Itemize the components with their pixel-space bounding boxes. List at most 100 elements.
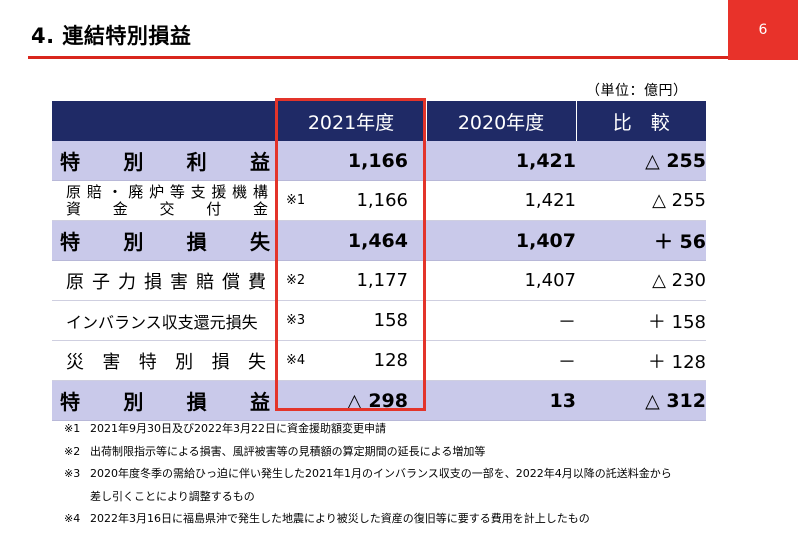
footnote-mark: ※1 — [64, 422, 81, 435]
footnote-ref: ※4 — [286, 353, 306, 368]
row-label-cell: 特別損益 — [52, 380, 276, 421]
value-2020: 1,407 — [426, 260, 576, 301]
value-2021-cell: ※1 1,166 — [276, 180, 426, 221]
row-label-char: 失 — [247, 351, 266, 373]
row-label-char: 特 — [60, 150, 80, 174]
unit-label: （単位：億円） — [586, 83, 688, 99]
row-label-char: 失 — [249, 230, 270, 254]
table-row: インバランス収支還元損失 ※3 158 －＋ 158 — [52, 300, 706, 341]
value-comparison: △ 230 — [576, 260, 706, 301]
value-comparison: △ 312 — [576, 380, 706, 421]
row-label-char: 金 — [252, 199, 268, 218]
value-2021-cell: 1,166 — [276, 141, 426, 181]
row-label-cell: 原子力損害賠償費 — [52, 260, 276, 301]
row-label-cell: 災害特別損失 — [52, 340, 276, 381]
row-label-char: 廃 — [128, 182, 144, 201]
value-2020: － — [426, 300, 576, 341]
row-label-cell: 特別利益 — [52, 141, 276, 181]
value-2020: 1,421 — [426, 180, 576, 221]
row-label-char: 費 — [248, 271, 266, 293]
value-2021: 158 — [373, 310, 408, 331]
row-label-char: 付 — [206, 199, 222, 218]
row-label-char: 等 — [169, 182, 185, 201]
row-label-char: 特 — [138, 351, 157, 373]
header-2021: 2021年度 — [276, 101, 427, 141]
value-2020: 13 — [426, 380, 576, 421]
value-2021: 1,166 — [356, 190, 408, 211]
page-title: 4. 連結特別損益 — [31, 24, 192, 48]
value-2021-cell: 1,464 — [276, 220, 426, 261]
table-row: 特 別 利 益 1,166 1,421 △ 255 — [52, 141, 706, 181]
value-2021: 1,464 — [347, 229, 408, 252]
row-label-char: 資 — [66, 199, 82, 218]
footnote-text: 出荷制限指示等による損害、風評被害等の見積額の算定期間の延長による増加等 — [90, 444, 486, 458]
header-2020: 2020年度 — [426, 101, 577, 141]
footnote-text: 2022年3月16日に福島県沖で発生した地震により被災した資産の復旧等に要する費… — [90, 512, 590, 525]
row-label-cell: 特別損失 — [52, 220, 276, 261]
row-label-char: 益 — [249, 150, 270, 174]
value-2021-cell: ※3 158 — [276, 300, 426, 341]
row-label-char: 益 — [249, 390, 270, 414]
footnote-ref: ※3 — [286, 313, 306, 328]
row-label-char: 損 — [144, 271, 162, 293]
row-label-char: 援 — [211, 182, 227, 201]
footnote-mark: ※2 — [64, 444, 81, 458]
value-comparison: △ 255 — [576, 141, 706, 181]
table-row: 原子力損害賠償費 ※2 1,177 1,407 △ 230 — [52, 260, 706, 301]
table-row: 災害特別損失 ※4 128 －＋ 128 — [52, 340, 706, 381]
row-label-char: 賠 — [196, 271, 214, 293]
row-label-cell: インバランス収支還元損失 — [52, 300, 276, 341]
footnote-ref: ※2 — [286, 273, 306, 288]
value-comparison: ＋ 158 — [576, 300, 706, 341]
footnote-text: 2021年9月30日及び2022年3月22日に資金援助額変更申請 — [90, 422, 386, 435]
footnote-item: ※1 2021年9月30日及び2022年3月22日に資金援助額変更申請 — [64, 418, 672, 441]
header-comparison: 比 較 — [576, 101, 706, 141]
header-blank-cell — [52, 101, 277, 141]
table-row: 特 別 損 益 △ 298 13 △ 312 — [52, 380, 706, 421]
value-2021: △ 298 — [347, 389, 408, 412]
value-2021: 128 — [373, 350, 408, 371]
value-2020: － — [426, 340, 576, 381]
footnote-item: ※2 出荷制限指示等による損害、風評被害等の見積額の算定期間の延長による増加等 — [64, 441, 672, 464]
row-label-char: 災 — [66, 351, 84, 373]
footnote-item: ※3 2020年度冬季の需給ひっ迫に伴い発生した2021年1月のインバランス収支の… — [64, 463, 672, 486]
row-label-char: 別 — [123, 390, 144, 414]
row-label-char: 損 — [186, 230, 207, 254]
row-label-char: 力 — [118, 271, 136, 293]
row-label-char: 害 — [102, 351, 121, 373]
value-2021-cell: △ 298 — [276, 380, 426, 421]
value-comparison: ＋ 56 — [576, 220, 706, 261]
row-label-char: 原 — [66, 271, 84, 293]
row-label-char: 損 — [186, 390, 207, 414]
row-label-char: 別 — [175, 351, 194, 373]
row-label-char: 損 — [211, 351, 230, 373]
row-label-char: 別 — [123, 230, 144, 254]
table-row: 特 別 損 失 1,464 1,407 ＋ 56 — [52, 220, 706, 261]
value-2020: 1,407 — [426, 220, 576, 261]
footnotes: ※1 2021年9月30日及び2022年3月22日に資金援助額変更申請 ※2 出荷制限… — [64, 418, 672, 531]
row-label-char: 賠 — [86, 182, 102, 201]
row-label-char: 特 — [60, 390, 80, 414]
footnote-item: ※4 2022年3月16日に福島県沖で発生した地震により被災した資産の復旧等に要す… — [64, 508, 672, 531]
footnote-ref: ※1 — [286, 193, 306, 208]
row-label-char: 機 — [232, 182, 248, 201]
value-2021-cell: ※2 1,177 — [276, 260, 426, 301]
value-2020: 1,421 — [426, 141, 576, 181]
row-label-char: 特 — [60, 230, 80, 254]
footnote-item: 差し引くことにより調整するもの — [64, 486, 672, 509]
row-label-char: 原 — [66, 182, 82, 201]
value-2021: 1,166 — [347, 149, 408, 172]
row-label: インバランス収支還元損失 — [66, 312, 258, 332]
title-underline — [28, 56, 728, 59]
table-row: 原賠・廃炉等支援機構資 金 交 付 金 ※1 1,166 1,421 △ 255 — [52, 180, 706, 221]
row-label-char: 償 — [222, 271, 240, 293]
table-header-row: 2021年度 2020年度 比 較 — [52, 101, 706, 141]
value-comparison: △ 255 — [576, 180, 706, 221]
row-label-char: 別 — [123, 150, 144, 174]
value-2021: 1,177 — [356, 270, 408, 291]
page-number: 6 — [758, 22, 768, 38]
footnote-text: 差し引くことにより調整するもの — [90, 489, 255, 503]
special-items-table: 2021年度 2020年度 比 較 特別利益 1,166 1,421 △ 255 原賠・… — [52, 101, 706, 421]
footnote-text: 2020年度冬季の需給ひっ迫に伴い発生した2021年1月のインバランス収支の一部… — [90, 467, 672, 480]
row-label-char: ・ — [107, 182, 123, 201]
